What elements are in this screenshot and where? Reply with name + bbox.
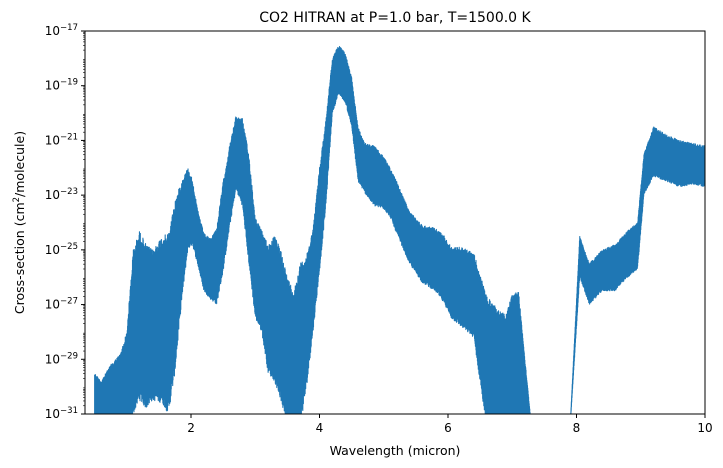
plot-frame — [84, 30, 706, 415]
x-axis-label: Wavelength (micron) — [330, 443, 461, 458]
x-tick-label: 8 — [573, 421, 581, 435]
y-tick-label: 10−25 — [45, 242, 78, 257]
series-co2-line — [94, 45, 705, 414]
chart-title: CO2 HITRAN at P=1.0 bar, T=1500.0 K — [259, 10, 531, 26]
y-tick-label: 10−29 — [45, 351, 78, 366]
y-axis: 10−31 10−29 10−27 10−25 10−23 10−21 10−19 10−17 — [45, 23, 85, 421]
series-co2-layer — [94, 45, 705, 414]
x-axis: 2 4 6 8 10 — [187, 414, 713, 435]
x-tick-label: 10 — [697, 421, 712, 435]
x-tick-label: 6 — [444, 421, 452, 435]
y-axis-label: Cross-section (cm2/molecule) — [12, 131, 27, 314]
y-tick-label: 10−19 — [45, 78, 78, 93]
y-tick-label: 10−17 — [45, 23, 78, 38]
x-tick-label: 4 — [316, 421, 324, 435]
y-tick-label: 10−23 — [45, 187, 78, 202]
y-tick-label: 10−31 — [45, 406, 78, 421]
y-tick-label: 10−21 — [45, 132, 78, 147]
y-tick-label: 10−27 — [45, 297, 78, 312]
x-tick-label: 2 — [187, 421, 195, 435]
